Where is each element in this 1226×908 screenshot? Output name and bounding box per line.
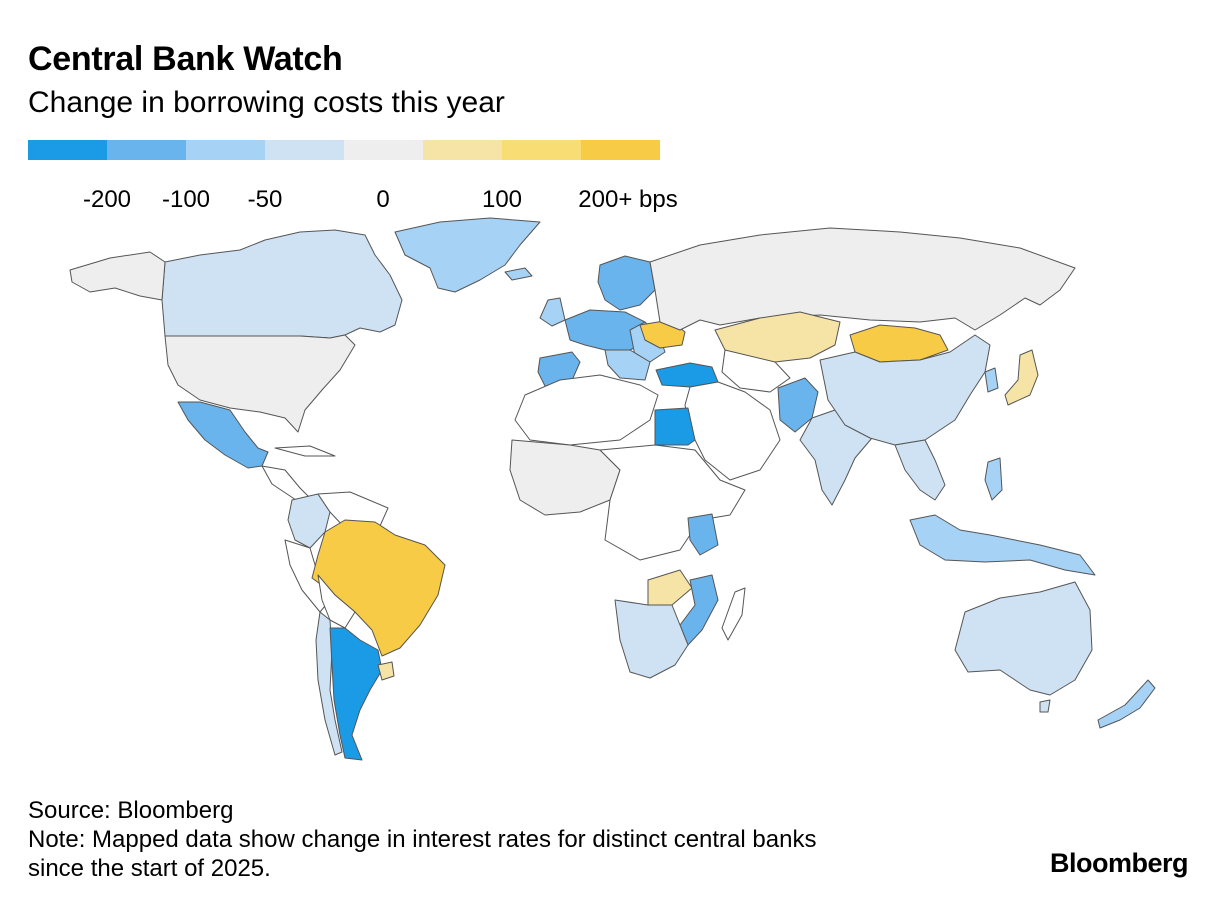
canada <box>161 229 403 339</box>
legend-label: -100 <box>161 186 211 213</box>
madagascar <box>721 587 746 641</box>
west-africa <box>509 439 621 516</box>
egypt <box>654 407 696 446</box>
cuba <box>274 445 336 457</box>
source-note: Source: Bloomberg Note: Mapped data show… <box>28 796 816 883</box>
alaska <box>69 251 166 301</box>
russia <box>649 227 1076 331</box>
color-legend: -200 -100 -50 0 100 200+ bps <box>28 140 728 213</box>
legend-color-bar <box>28 140 660 160</box>
australia <box>954 581 1093 696</box>
world-map <box>69 217 1156 761</box>
new-zealand <box>1097 679 1156 729</box>
scandinavia <box>597 255 656 311</box>
legend-swatch <box>344 140 423 160</box>
central-asia <box>721 349 791 393</box>
legend-swatch <box>28 140 107 160</box>
southeast-asia <box>894 439 946 501</box>
mozambique <box>679 574 719 646</box>
legend-swatch <box>265 140 344 160</box>
philippines <box>984 457 1003 501</box>
indonesia <box>909 514 1096 576</box>
legend-label: -200 <box>82 186 132 213</box>
argentina <box>329 627 383 761</box>
note-line: Note: Mapped data show change in interes… <box>28 826 817 853</box>
united-states <box>164 334 356 433</box>
legend-swatch <box>186 140 265 160</box>
legend-label: 100 <box>481 186 523 213</box>
legend-label: 200+ bps <box>578 186 678 213</box>
mexico <box>177 401 269 469</box>
north-africa <box>514 374 659 446</box>
japan <box>1004 349 1039 406</box>
east-africa <box>687 513 719 556</box>
iceland <box>504 267 533 281</box>
greenland <box>394 217 541 293</box>
legend-swatch <box>107 140 186 160</box>
legend-swatch <box>581 140 660 160</box>
korea <box>984 367 999 393</box>
china <box>819 334 991 446</box>
legend-label: -50 <box>247 186 283 213</box>
zambia <box>647 569 693 606</box>
source-line: Source: Bloomberg <box>28 797 234 824</box>
chart-subtitle: Change in borrowing costs this year <box>28 86 505 119</box>
uk-ireland <box>539 297 566 327</box>
balkans <box>604 349 651 381</box>
note-line: since the start of 2025. <box>28 855 271 882</box>
bloomberg-logo: Bloomberg <box>1049 848 1189 878</box>
legend-swatch <box>502 140 581 160</box>
legend-swatch <box>423 140 502 160</box>
uruguay <box>377 661 395 681</box>
chart-title: Central Bank Watch <box>28 40 343 78</box>
southern-africa <box>614 599 689 679</box>
legend-label: 0 <box>376 186 390 213</box>
tasmania <box>1039 699 1051 713</box>
legend-labels: -200 -100 -50 0 100 200+ bps <box>28 160 728 213</box>
